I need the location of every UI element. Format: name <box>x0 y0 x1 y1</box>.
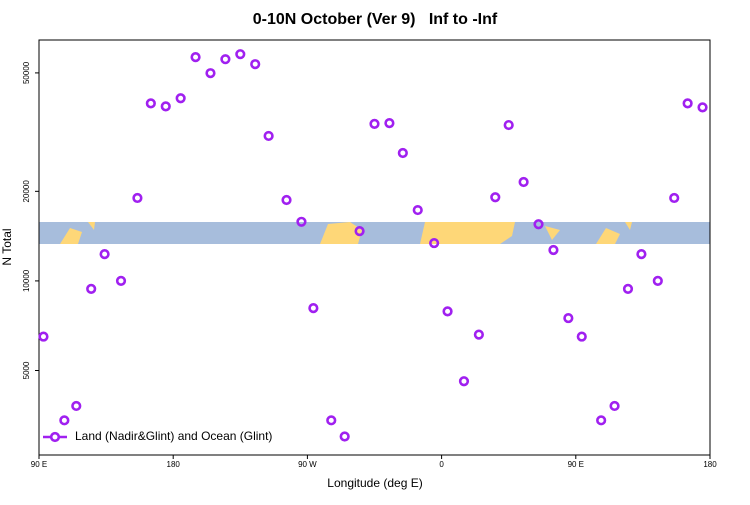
point <box>397 147 408 159</box>
point <box>145 98 156 109</box>
point <box>38 331 49 342</box>
point <box>458 376 470 387</box>
plot-frame <box>38 39 711 456</box>
x-tick-label: 180 <box>703 460 717 469</box>
point <box>576 331 587 342</box>
y-tick-label: 10000 <box>22 269 31 292</box>
point <box>490 192 501 203</box>
point <box>339 431 350 442</box>
point <box>115 275 127 287</box>
point <box>563 312 574 324</box>
point <box>296 216 307 227</box>
point <box>384 118 395 129</box>
point <box>263 130 274 142</box>
point <box>636 249 647 260</box>
point <box>548 244 559 256</box>
x-tick-label: 90 E <box>568 460 584 469</box>
legend-marker <box>49 431 61 443</box>
point <box>326 415 337 426</box>
point <box>86 283 97 295</box>
x-tick-label: 90 W <box>298 460 317 469</box>
point <box>235 49 246 60</box>
point <box>71 400 82 412</box>
point <box>190 52 201 63</box>
point <box>132 192 143 204</box>
point <box>205 68 216 79</box>
point <box>220 54 231 65</box>
point <box>682 98 693 109</box>
point <box>281 194 292 206</box>
point <box>697 102 708 113</box>
point <box>652 275 663 287</box>
point <box>429 237 440 249</box>
point <box>175 93 186 104</box>
point <box>354 226 365 237</box>
y-tick-label: 5000 <box>22 361 31 379</box>
x-tick-label: 180 <box>167 460 181 469</box>
map-strip <box>39 222 710 244</box>
point <box>518 176 529 188</box>
x-axis-label: Longitude (deg E) <box>327 476 422 490</box>
point <box>622 283 634 295</box>
point <box>596 415 607 426</box>
y-axis-label: N Total <box>0 228 14 265</box>
y-tick-label: 50000 <box>22 61 31 84</box>
point <box>308 303 319 314</box>
point <box>160 101 171 112</box>
point <box>609 400 620 412</box>
point <box>442 306 453 317</box>
point <box>473 329 484 340</box>
x-tick-label: 0 <box>439 460 444 469</box>
point <box>533 219 544 230</box>
point <box>250 59 261 70</box>
point <box>369 118 380 129</box>
point <box>99 249 110 260</box>
legend-label: Land (Nadir&Glint) and Ocean (Glint) <box>75 429 272 443</box>
x-tick-label: 90 E <box>31 460 47 469</box>
point <box>669 192 680 204</box>
point <box>503 119 514 131</box>
y-tick-label: 20000 <box>22 180 31 203</box>
chart-title: 0-10N October (Ver 9) Inf to -Inf <box>253 11 498 28</box>
point <box>59 415 70 426</box>
point <box>412 204 423 216</box>
